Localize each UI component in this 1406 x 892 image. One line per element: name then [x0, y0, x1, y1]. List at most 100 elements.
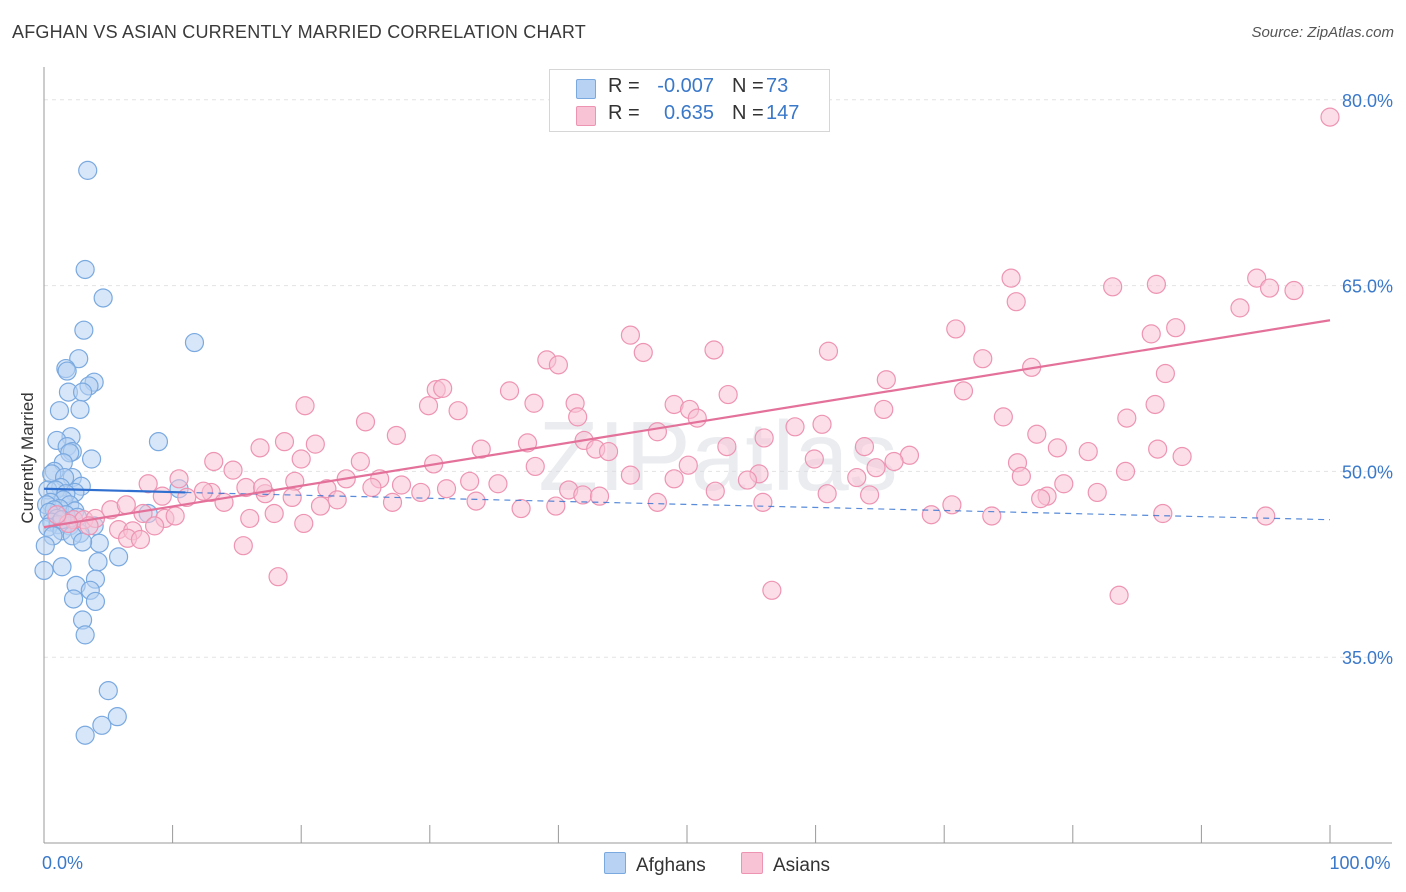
asian-point	[1259, 278, 1280, 298]
asians-legend-label: Asians	[773, 855, 831, 876]
asian-point	[876, 370, 896, 390]
asian-point	[362, 477, 382, 498]
asian-point	[647, 422, 668, 442]
asian-point	[647, 492, 668, 512]
asian-point	[305, 434, 325, 454]
afghan-point	[72, 532, 93, 552]
afghan-point	[57, 361, 77, 381]
asian-point	[1320, 107, 1340, 127]
asian-point	[436, 479, 457, 499]
afghans-legend-label: Afghans	[636, 855, 706, 876]
asian-point	[233, 536, 253, 556]
asian-point	[418, 396, 439, 416]
asian-point	[866, 458, 886, 478]
asian-point	[973, 349, 993, 369]
afghan-point	[89, 533, 109, 553]
afghans-points	[34, 160, 205, 745]
asian-point	[804, 449, 824, 469]
asian-point	[993, 407, 1013, 427]
asian-point	[310, 496, 331, 516]
asian-point	[144, 516, 165, 536]
afghan-point	[72, 382, 93, 402]
n-label: N =	[732, 102, 764, 124]
asian-point	[1078, 441, 1098, 462]
afghan-point	[148, 432, 169, 452]
legend-item-asians[interactable]: Asians	[741, 852, 830, 877]
r-value: 0.635	[663, 102, 714, 124]
asian-point	[874, 399, 894, 420]
asian-point	[1087, 482, 1107, 503]
asian-point	[854, 437, 875, 457]
asian-point	[598, 441, 619, 462]
asian-point	[620, 325, 641, 345]
asian-point	[130, 529, 151, 550]
asian-point	[466, 491, 486, 511]
asian-point	[152, 486, 172, 506]
asian-point	[295, 396, 315, 416]
afghans-trend-solid	[43, 487, 186, 494]
asian-point	[1117, 408, 1137, 428]
trend-lines	[43, 319, 1331, 529]
gridlines	[44, 99, 1392, 658]
asian-point	[411, 482, 431, 503]
afghan-point	[85, 591, 106, 612]
n-value: 73	[766, 75, 789, 97]
asian-point	[1256, 506, 1276, 526]
asian-point	[847, 467, 867, 488]
asian-point	[664, 469, 684, 489]
asian-point	[942, 495, 962, 515]
afghan-point	[75, 259, 95, 280]
asian-point	[138, 474, 158, 494]
r-label: R =	[608, 102, 640, 124]
asian-point	[1148, 439, 1168, 459]
asian-point	[754, 428, 774, 448]
asian-point	[1145, 394, 1165, 415]
legend-item-afghans[interactable]: Afghans	[604, 852, 706, 877]
n-label: N =	[732, 75, 764, 97]
asian-point	[350, 451, 370, 472]
asian-point	[391, 475, 412, 495]
afghan-point	[69, 349, 89, 369]
y-tick-label: 80.0%	[1342, 91, 1393, 111]
y-tick-label: 35.0%	[1342, 648, 1393, 668]
asian-point	[282, 487, 302, 507]
asian-point	[818, 341, 839, 361]
asian-point	[548, 355, 569, 375]
asian-point	[433, 378, 453, 398]
asian-point	[717, 437, 737, 457]
asian-point	[1103, 277, 1123, 297]
asian-point	[499, 381, 520, 401]
asian-point	[517, 433, 538, 453]
asian-point	[620, 465, 641, 485]
afghan-point	[81, 449, 102, 469]
asian-point	[511, 498, 531, 519]
asian-point	[327, 490, 347, 510]
afghan-point	[74, 320, 94, 340]
afghan-point	[34, 560, 54, 581]
afghan-point	[75, 625, 95, 645]
asian-point	[294, 513, 314, 534]
asian-point	[860, 485, 880, 505]
source-label: Source: ZipAtlas.com	[1251, 24, 1394, 41]
asian-point	[568, 407, 588, 427]
afghan-point	[52, 557, 72, 577]
asian-point	[291, 449, 311, 469]
afghan-point	[92, 715, 112, 735]
asian-point	[546, 496, 566, 516]
asian-point	[946, 319, 966, 339]
asian-point	[165, 506, 185, 526]
asian-point	[193, 481, 214, 501]
asian-point	[1247, 268, 1267, 288]
r-label: R =	[608, 75, 640, 97]
asian-point	[1027, 424, 1047, 444]
chart-title: AFGHAN VS ASIAN CURRENTLY MARRIED CORREL…	[12, 22, 586, 42]
asian-point	[382, 492, 403, 512]
asian-point	[471, 439, 491, 459]
r-value: -0.007	[657, 75, 714, 97]
asian-point	[223, 460, 243, 480]
y-tick-label: 50.0%	[1342, 462, 1393, 482]
asian-point	[817, 484, 837, 504]
asian-point	[982, 506, 1002, 526]
asian-point	[762, 580, 782, 600]
